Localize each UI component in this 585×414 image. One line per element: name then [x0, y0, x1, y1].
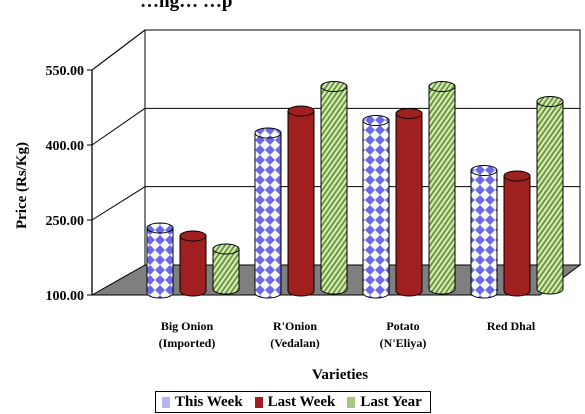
chart-title: …ng… …p	[140, 0, 233, 12]
bar-body	[428, 86, 456, 295]
bar-top-cap	[470, 165, 498, 176]
y-tick-label: 250.00	[46, 214, 85, 229]
bar-body	[470, 170, 498, 299]
bar-red-dhal-last-year	[536, 96, 564, 295]
y-axis-label: Price (Rs/Kg)	[14, 142, 30, 229]
bar-r-onion-this-week	[254, 127, 282, 299]
bar-top-cap	[320, 81, 348, 92]
bar-body	[179, 235, 207, 297]
legend-label-last-year: Last Year	[360, 393, 422, 410]
bar-potato-this-week	[362, 115, 390, 299]
bar-body	[503, 175, 531, 297]
y-tick-label: 400.00	[46, 139, 85, 154]
bar-big-onion-this-week	[146, 222, 174, 299]
bar-top-cap	[536, 96, 564, 107]
bar-body	[362, 120, 390, 299]
x-tick-label-r-onion: R'Onion (Vedalan)	[270, 319, 320, 350]
bar-body	[254, 132, 282, 299]
legend-label-this-week: This Week	[175, 393, 243, 410]
bar-body	[395, 113, 423, 297]
chart-legend: This Week Last Week Last Year	[155, 391, 431, 413]
legend-swatch-last-week	[254, 396, 263, 408]
y-tick-label: 100.00	[46, 289, 85, 304]
gridline-side	[91, 186, 146, 221]
x-tick-label-red-dhal: Red Dhal	[487, 319, 536, 333]
bar-body	[146, 227, 174, 299]
bar-top-cap	[428, 81, 456, 92]
bar-top-cap	[503, 170, 531, 182]
gridline-side	[91, 107, 146, 146]
legend-item-last-week: Last Week	[254, 393, 336, 411]
bar-top-cap	[287, 105, 315, 117]
bar-top-cap	[254, 127, 282, 139]
x-tick-label-big-onion: Big Onion (Imported)	[159, 319, 216, 350]
bar-big-onion-last-year	[212, 243, 240, 295]
bar-r-onion-last-year	[320, 81, 348, 295]
gridline-side	[91, 29, 146, 71]
bar-big-onion-last-week	[179, 230, 207, 297]
legend-label-last-week: Last Week	[267, 393, 336, 410]
bar-body	[212, 248, 240, 295]
bar-top-cap	[146, 222, 174, 234]
legend-item-last-year: Last Year	[347, 394, 422, 411]
bar-r-onion-last-week	[287, 105, 315, 297]
x-axis-label: Varieties	[312, 367, 368, 383]
x-tick-label-potato: Potato (N'Eliya)	[380, 319, 427, 350]
bar-top-cap	[212, 243, 240, 255]
legend-swatch-this-week	[162, 396, 170, 408]
bar-potato-last-week	[395, 108, 423, 297]
bar-body	[287, 110, 315, 297]
legend-swatch-last-year	[347, 396, 356, 408]
bar-top-cap	[179, 230, 207, 242]
bar-red-dhal-this-week	[470, 165, 498, 299]
bar-top-cap	[395, 108, 423, 119]
y-tick-label: 550.00	[46, 64, 85, 79]
bar-body	[536, 101, 564, 295]
bar-red-dhal-last-week	[503, 170, 531, 297]
legend-item-this-week: This Week	[162, 394, 243, 411]
bar-body	[320, 86, 348, 295]
bar-top-cap	[362, 115, 390, 126]
bar-potato-last-year	[428, 81, 456, 295]
